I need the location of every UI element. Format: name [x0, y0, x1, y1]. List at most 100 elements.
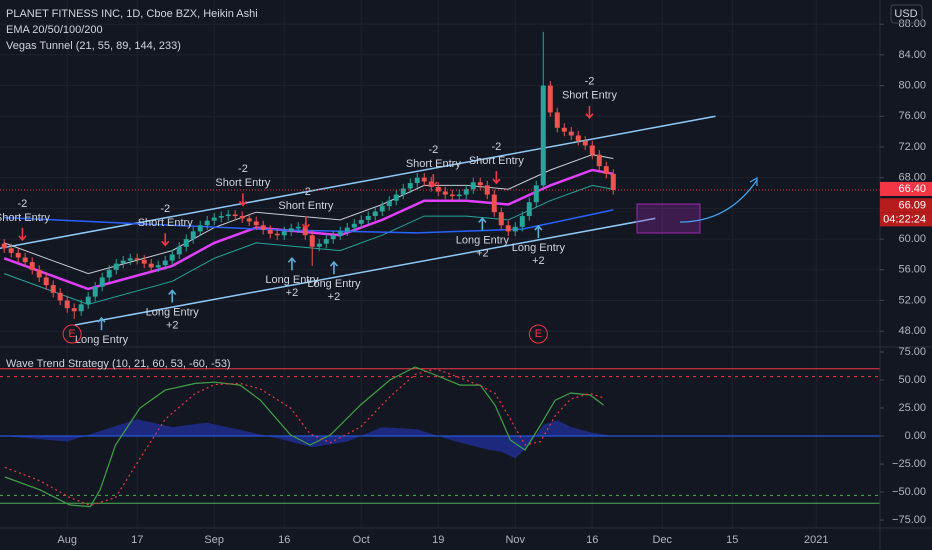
x-tick-label: 19	[432, 534, 444, 546]
wave-title: Wave Trend Strategy (10, 21, 60, 53, -60…	[6, 358, 231, 370]
x-tick-label: 2021	[804, 534, 828, 546]
x-tick-label: Oct	[353, 534, 370, 546]
earnings-label: E	[535, 328, 542, 340]
candle-body	[463, 189, 469, 195]
signal-label: Long Entry	[75, 334, 129, 346]
projection-arrow	[679, 176, 758, 223]
y-tick-label: 0.00	[905, 430, 926, 442]
signal-label: Short Entry	[215, 177, 271, 189]
candle-body	[379, 206, 385, 212]
candle-body	[197, 225, 203, 232]
candle-body	[232, 214, 238, 217]
indicator-label: Vegas Tunnel (21, 55, 89, 144, 233)	[6, 40, 181, 52]
y-tick-label: 84.00	[898, 49, 926, 61]
candle-body	[393, 194, 399, 201]
x-tick-label: 15	[726, 534, 738, 546]
earnings-marker	[62, 324, 82, 344]
candle-body	[288, 228, 294, 232]
signal-label: Long Entry	[146, 306, 200, 318]
signal-arrow	[161, 233, 170, 247]
candle-body	[78, 304, 84, 312]
candle-body	[316, 243, 322, 247]
symbol-title: PLANET FITNESS INC, 1D, Cboe BZX, Heikin…	[6, 8, 258, 20]
y-tick-label: −25.00	[892, 458, 926, 470]
candle-body	[526, 202, 532, 217]
candle-body	[519, 216, 525, 227]
signal-count: -2	[18, 198, 28, 210]
signal-arrow	[534, 224, 543, 239]
indicator-label: EMA 20/50/100/200	[6, 24, 103, 36]
signal-label: Long Entry	[512, 242, 566, 254]
signal-arrow	[492, 171, 501, 185]
candle-body	[603, 166, 609, 174]
channel-line	[0, 115, 716, 250]
x-tick-label: Aug	[57, 534, 77, 546]
x-tick-label: Dec	[652, 534, 672, 546]
candle-body	[50, 285, 56, 293]
y-tick-label: 75.00	[898, 346, 926, 358]
x-tick-label: Sep	[204, 534, 224, 546]
signal-label: Short Entry	[562, 90, 618, 102]
signal-count: +2	[166, 319, 179, 331]
candle-body	[365, 216, 371, 220]
y-tick-label: 76.00	[898, 110, 926, 122]
earnings-marker	[528, 324, 548, 344]
y-tick-label: 72.00	[898, 141, 926, 153]
currency[interactable]: USD	[894, 8, 917, 20]
candle-body	[449, 194, 455, 197]
candle-body	[456, 194, 462, 197]
y-tick-label: 88.00	[898, 18, 926, 30]
candle-body	[407, 183, 413, 189]
price-badge	[880, 198, 932, 213]
candle-body	[260, 225, 266, 230]
y-tick-label: 68.00	[898, 172, 926, 184]
signal-arrow	[18, 227, 27, 242]
candle-body	[295, 226, 301, 229]
candle-body	[421, 177, 427, 182]
wave-trend-pane	[0, 366, 880, 508]
signal-count: -2	[301, 186, 311, 198]
signal-arrow	[97, 316, 106, 331]
earnings-label: E	[68, 328, 75, 340]
candle-body	[43, 277, 49, 286]
candle-body	[22, 257, 28, 263]
candle-body	[29, 262, 35, 270]
signal-label: Long Entry	[456, 234, 510, 246]
signal-label: Short Entry	[469, 155, 525, 167]
price-badge-label: 66.40	[898, 183, 926, 195]
candle-body	[484, 185, 490, 195]
y-tick-label: −75.00	[892, 514, 926, 526]
x-tick-label: 16	[278, 534, 290, 546]
candle-body	[470, 182, 476, 190]
signal-arrow	[168, 289, 177, 303]
countdown: 04:22:24	[883, 213, 926, 225]
candle-body	[99, 277, 105, 287]
currency-box[interactable]	[890, 4, 923, 24]
y-tick-label: 25.00	[898, 402, 926, 414]
candle-body	[309, 235, 315, 247]
candle-body	[435, 186, 441, 192]
candle-body	[225, 214, 231, 217]
candle-body	[155, 265, 161, 268]
signal-arrow	[429, 174, 438, 188]
candle-body	[162, 260, 168, 266]
signal-count: +2	[532, 255, 545, 267]
y-tick-label: −50.00	[892, 486, 926, 498]
candle-body	[64, 300, 70, 309]
candle-body	[113, 263, 119, 270]
candle-body	[575, 135, 581, 141]
signal-label: Short Entry	[0, 212, 50, 224]
candle-body	[183, 239, 189, 247]
candle-body	[148, 263, 154, 268]
candle-body	[253, 221, 259, 226]
y-tick-label: 52.00	[898, 294, 926, 306]
y-tick-label: 60.00	[898, 233, 926, 245]
y-tick-label: 80.00	[898, 79, 926, 91]
candle-body	[386, 200, 392, 207]
signal-arrow	[301, 216, 311, 230]
candle-body	[505, 225, 511, 232]
channel-line	[74, 217, 656, 326]
signal-count: +2	[286, 287, 299, 299]
y-tick-label: 48.00	[898, 325, 926, 337]
